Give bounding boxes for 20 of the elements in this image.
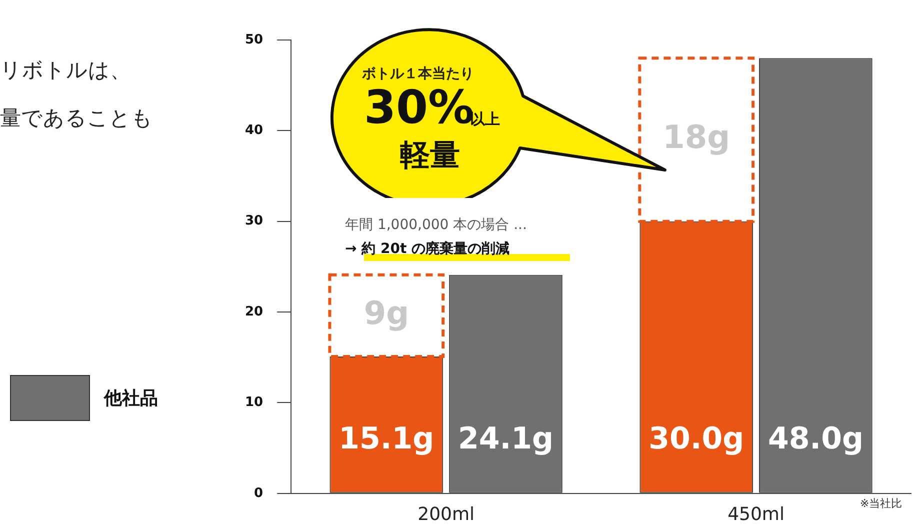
x-tick-label: 450ml bbox=[728, 504, 784, 525]
text: ※当社比 bbox=[860, 497, 902, 510]
y-tick-label: 30 bbox=[244, 214, 264, 229]
text: 他社品 bbox=[104, 387, 158, 410]
annotation: 年間 1,000,000 本の場合 ... bbox=[345, 217, 527, 234]
data-label: 15.1g bbox=[338, 422, 434, 457]
annotation: 軽量 bbox=[400, 138, 460, 174]
annotation: ボトル１本当たり bbox=[362, 66, 474, 83]
y-tick-label: 50 bbox=[244, 32, 264, 48]
annotation: → 約 20t の廃棄量の削減 bbox=[345, 241, 510, 258]
y-tick-label: 0 bbox=[254, 486, 264, 501]
x-tick-label: 200ml bbox=[418, 504, 475, 525]
y-tick-label: 20 bbox=[244, 304, 264, 320]
text: リボトルは、 bbox=[0, 58, 131, 84]
y-tick-label: 40 bbox=[244, 123, 264, 138]
data-label: 30.0g bbox=[648, 422, 744, 457]
data-label: 48.0g bbox=[768, 422, 864, 457]
data-label: 24.1g bbox=[458, 422, 554, 457]
text: 量であることも bbox=[0, 106, 153, 132]
y-tick-label: 10 bbox=[244, 395, 264, 410]
